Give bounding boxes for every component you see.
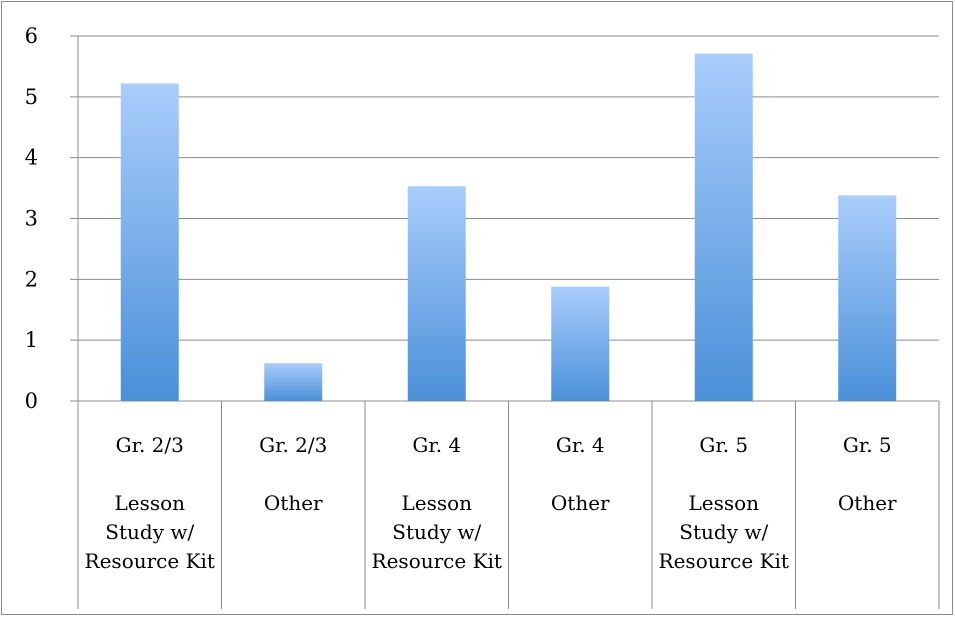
x-category-label: Gr. 4 Other: [551, 433, 610, 515]
x-category-label-line: Lesson: [114, 491, 185, 515]
y-tick-label: 4: [25, 146, 38, 170]
y-tick-labels: 0 1 2 3 4 5 6: [25, 24, 38, 413]
bar: [120, 83, 179, 401]
x-category-label-line: Other: [838, 491, 897, 515]
gridlines: [70, 35, 939, 402]
y-tick-label: 2: [25, 267, 38, 291]
bar: [407, 186, 466, 401]
axes: [77, 36, 940, 609]
x-category-label-line: Study w/: [105, 520, 194, 544]
y-tick-label: 1: [25, 328, 38, 352]
bar: [551, 286, 610, 401]
y-tick-label: 6: [25, 24, 38, 48]
x-category-label-line: Resource Kit: [659, 549, 789, 573]
x-category-label-line: Other: [551, 491, 610, 515]
x-category-label-line: Gr. 2/3: [116, 433, 184, 457]
x-category-label: Gr. 5 Other: [838, 433, 897, 515]
x-category-label: Gr. 2/3 Lesson Study w/Resource Kit: [85, 433, 215, 573]
bars: [120, 53, 897, 402]
x-category-label-line: Resource Kit: [372, 549, 502, 573]
bar: [264, 363, 323, 401]
x-category-label-line: Lesson: [688, 491, 759, 515]
x-category-label-line: Gr. 2/3: [259, 433, 327, 457]
y-tick-label: 5: [25, 85, 38, 109]
x-category-label-line: Study w/: [679, 520, 768, 544]
x-category-label-line: Resource Kit: [85, 549, 215, 573]
x-category-label-line: Gr. 4: [556, 433, 605, 457]
x-category-label: Gr. 2/3 Other: [259, 433, 327, 515]
y-tick-label: 3: [25, 207, 38, 231]
x-category-label-line: Study w/: [392, 520, 481, 544]
x-category-label-line: Other: [264, 491, 323, 515]
x-category-label-line: Gr. 4: [412, 433, 461, 457]
x-category-label: Gr. 4 Lesson Study w/Resource Kit: [372, 433, 502, 573]
x-category-label: Gr. 5 Lesson Study w/Resource Kit: [659, 433, 789, 573]
x-category-label-line: Lesson: [401, 491, 472, 515]
bar: [838, 195, 897, 401]
y-tick-label: 0: [25, 389, 38, 413]
bar: [694, 53, 753, 402]
x-category-label-line: Gr. 5: [843, 433, 892, 457]
x-category-label-line: Gr. 5: [699, 433, 748, 457]
